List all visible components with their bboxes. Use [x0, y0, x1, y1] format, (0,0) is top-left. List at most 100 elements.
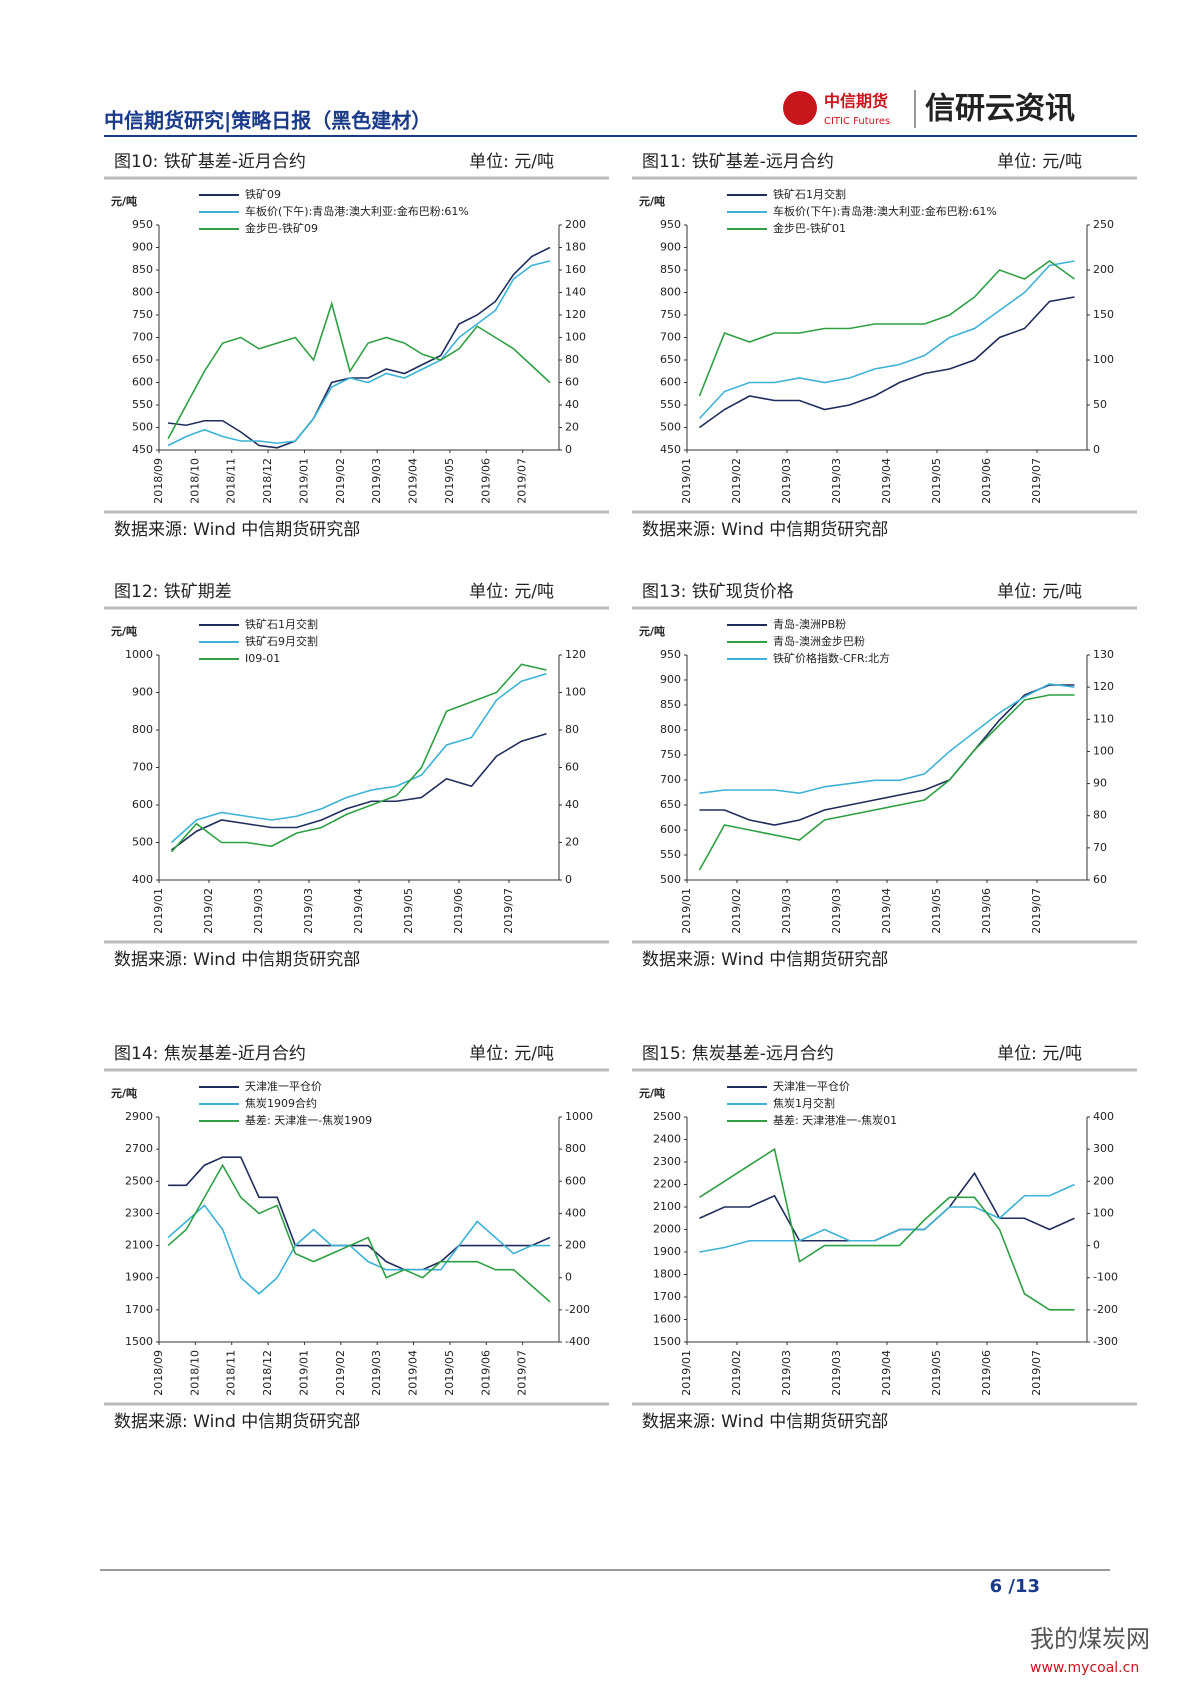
chart-unit: 单位: 元/吨: [997, 1044, 1082, 1064]
y-tick-label: 2000: [653, 1223, 681, 1236]
series-line: [699, 683, 1075, 795]
x-tick-label: 2019/04: [880, 888, 893, 934]
x-tick-label: 2019/07: [1030, 888, 1043, 934]
x-tick-label: 2019/07: [1030, 458, 1043, 504]
series-line: [699, 1147, 1075, 1311]
legend-label: 基差: 天津准一-焦炭1909: [245, 1113, 372, 1127]
legend-label: 铁矿石9月交割: [245, 634, 318, 648]
y-tick-label: 2100: [653, 1200, 681, 1213]
y-tick-label: 900: [660, 241, 681, 254]
y2-tick-label: 40: [565, 398, 579, 411]
y2-tick-label: 1000: [565, 1110, 593, 1123]
x-tick-label: 2019/02: [730, 1350, 743, 1396]
y-tick-label: 2300: [653, 1155, 681, 1168]
y2-tick-label: 180: [565, 241, 586, 254]
x-tick-label: 2019/01: [152, 888, 165, 934]
y-tick-label: 800: [660, 723, 681, 736]
legend-label: 天津准一平仓价: [245, 1079, 322, 1093]
y-tick-label: 700: [132, 761, 153, 774]
y2-tick-label: 80: [1093, 809, 1107, 822]
y-tick-label: 1700: [125, 1303, 153, 1316]
y2-tick-label: 0: [565, 1271, 572, 1284]
legend-label: 铁矿石1月交割: [773, 187, 846, 201]
y2-tick-label: 800: [565, 1142, 586, 1155]
legend-label: 青岛-澳洲金步巴粉: [773, 634, 865, 648]
x-tick-label: 2019/06: [980, 1350, 993, 1396]
y-tick-label: 2100: [125, 1239, 153, 1252]
x-tick-label: 2018/11: [225, 458, 238, 504]
x-tick-label: 2019/04: [352, 888, 365, 934]
y-tick-label: 900: [132, 241, 153, 254]
y-unit: 元/吨: [639, 1086, 665, 1100]
y-tick-label: 550: [660, 398, 681, 411]
y2-tick-label: 100: [1093, 744, 1114, 757]
y2-tick-label: 0: [565, 443, 572, 456]
series-line: [167, 246, 551, 449]
brand: 信研云资讯: [925, 92, 1075, 127]
y2-tick-label: -200: [1093, 1303, 1118, 1316]
y-tick-label: 850: [132, 263, 153, 276]
y-unit: 元/吨: [639, 194, 665, 208]
y-tick-label: 900: [132, 686, 153, 699]
x-tick-label: 2018/09: [152, 1350, 165, 1396]
x-tick-label: 2019/06: [980, 458, 993, 504]
y-tick-label: 450: [132, 443, 153, 456]
x-tick-label: 2019/06: [479, 458, 492, 504]
x-tick-label: 2019/07: [516, 458, 529, 504]
logo-en: CITIC Futures: [824, 116, 890, 127]
y-tick-label: 800: [132, 286, 153, 299]
y-tick-label: 700: [660, 331, 681, 344]
y-tick-label: 800: [660, 286, 681, 299]
y-tick-label: 450: [660, 443, 681, 456]
chart-title: 图11: 铁矿基差-远月合约: [642, 152, 834, 172]
y2-tick-label: 200: [1093, 263, 1114, 276]
y-tick-label: 650: [660, 353, 681, 366]
y2-tick-label: 50: [1093, 398, 1107, 411]
y2-tick-label: 120: [1093, 680, 1114, 693]
chart-unit: 单位: 元/吨: [469, 152, 554, 172]
y-tick-label: 600: [132, 376, 153, 389]
y-tick-label: 550: [660, 848, 681, 861]
x-tick-label: 2019/03: [370, 1350, 383, 1396]
series-line: [170, 663, 547, 853]
x-tick-label: 2019/02: [334, 458, 347, 504]
y-tick-label: 700: [132, 331, 153, 344]
legend-label: 天津准一平仓价: [773, 1079, 850, 1093]
x-tick-label: 2019/04: [407, 1350, 420, 1396]
x-tick-label: 2019/03: [830, 1350, 843, 1396]
y-tick-label: 950: [660, 218, 681, 231]
y2-tick-label: 0: [1093, 443, 1100, 456]
y-tick-label: 700: [660, 773, 681, 786]
legend-label: 基差: 天津港准一-焦炭01: [773, 1113, 897, 1127]
legend-label: 铁矿价格指数-CFR:北方: [773, 651, 890, 665]
x-tick-label: 2018/09: [152, 458, 165, 504]
chart-source: 数据来源: Wind 中信期货研究部: [114, 950, 360, 970]
y-tick-label: 1500: [125, 1335, 153, 1348]
y2-tick-label: 80: [565, 353, 579, 366]
x-tick-label: 2019/05: [443, 1350, 456, 1396]
y2-tick-label: -100: [1093, 1271, 1118, 1284]
x-tick-label: 2019/07: [516, 1350, 529, 1396]
chart-unit: 单位: 元/吨: [469, 1044, 554, 1064]
y2-tick-label: 80: [565, 723, 579, 736]
series-line: [698, 694, 1075, 871]
legend-label: 金步巴-铁矿09: [245, 221, 318, 235]
y-tick-label: 2200: [653, 1178, 681, 1191]
y-tick-label: 1800: [653, 1268, 681, 1281]
chart-source: 数据来源: Wind 中信期货研究部: [114, 520, 360, 540]
x-tick-label: 2018/12: [261, 1350, 274, 1396]
series-line: [699, 296, 1075, 429]
y-tick-label: 1700: [653, 1290, 681, 1303]
y-tick-label: 950: [132, 218, 153, 231]
series-line: [167, 300, 551, 440]
y-tick-label: 750: [660, 748, 681, 761]
x-tick-label: 2019/01: [680, 458, 693, 504]
y2-tick-label: 200: [565, 218, 586, 231]
y-tick-label: 600: [660, 823, 681, 836]
y2-tick-label: 90: [1093, 777, 1107, 790]
legend-label: 车板价(下午):青岛港:澳大利亚:金布巴粉:61%: [245, 204, 469, 218]
y2-tick-label: 200: [1093, 1174, 1114, 1187]
x-tick-label: 2019/06: [452, 888, 465, 934]
x-tick-label: 2019/03: [780, 888, 793, 934]
y-tick-label: 600: [132, 798, 153, 811]
